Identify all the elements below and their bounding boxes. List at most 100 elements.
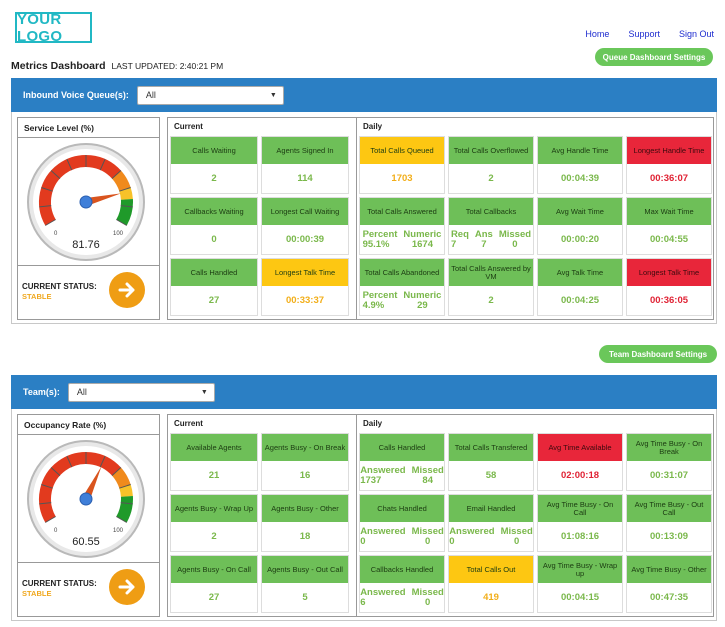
queue-select[interactable]: All ▼ — [136, 85, 284, 105]
metric-tile: Avg Wait Time 00:00:20 — [537, 197, 623, 255]
metric-sub-value: 0 — [512, 238, 518, 250]
metric-tile: Callbacks Waiting 0 — [170, 197, 258, 255]
gauge-band — [39, 452, 121, 523]
metric-value: 419 — [483, 592, 499, 603]
occupancy-rate-title: Occupancy Rate (%) — [18, 415, 159, 435]
metric-sub-value: 29 — [417, 299, 428, 311]
metric-value: 2 — [488, 295, 494, 306]
gauge-band — [111, 170, 131, 192]
team-daily-title: Daily — [363, 419, 383, 428]
metric-value: 00:36:07 — [649, 173, 689, 184]
metric-tile: Longest Call Waiting 00:00:39 — [261, 197, 349, 255]
metric-sub-value: 7 — [450, 238, 457, 250]
metric-tile: Agents Signed In 114 — [261, 136, 349, 194]
metric-tile: Avg Time Busy - Other 00:47:35 — [626, 555, 712, 613]
gauge-tick — [99, 455, 106, 468]
metric-breakdown: Percent 95.1% Numeric 1674 — [360, 225, 444, 254]
team-filter-label: Team(s): — [23, 387, 60, 397]
metric-sub-label: Missed — [411, 586, 444, 598]
metric-sub-label: Numeric — [403, 289, 442, 301]
metric-sub-value: 1674 — [411, 238, 433, 250]
metric-label: Agents Signed In — [262, 137, 348, 164]
team-status-label: CURRENT STATUS: — [22, 579, 97, 588]
metric-label: Avg Wait Time — [538, 198, 622, 225]
metric-label: Agents Busy - Out Call — [262, 556, 348, 583]
team-select[interactable]: All ▼ — [67, 382, 215, 402]
metric-label: Avg Time Busy - Wrap up — [538, 556, 622, 583]
queue-select-value: All — [145, 90, 156, 100]
metric-label: Calls Handled — [171, 259, 257, 286]
metric-value: 00:00:39 — [285, 234, 325, 245]
gauge-tick — [120, 205, 133, 208]
queue-dashboard-settings-button[interactable]: Queue Dashboard Settings — [595, 48, 713, 66]
metric-label: Avg Time Busy - Out Call — [627, 495, 711, 522]
team-current-title: Current — [174, 419, 203, 428]
page-title: Metrics Dashboard — [11, 60, 106, 72]
metric-label: Avg Time Available — [538, 434, 622, 461]
metric-value: 2 — [488, 173, 494, 184]
metric-sub-value: 0 — [449, 535, 455, 547]
queue-daily-panel: Daily Total Calls Queued 1703 Total Calls … — [356, 117, 714, 320]
metric-label: Avg Talk Time — [538, 259, 622, 286]
queue-section: Service Level (%) 0 100 81.76 CURRENT STAT… — [11, 112, 717, 324]
team-current-panel: Current Available Agents 21 Agents Busy - … — [167, 414, 357, 617]
metric-sub-value: 0 — [360, 535, 366, 547]
gauge-tick — [39, 205, 52, 208]
metric-label: Total Calls Queued — [360, 137, 444, 164]
metric-sub-label: Answered — [360, 586, 406, 598]
nav-support-link[interactable]: Support — [628, 29, 660, 39]
metric-tile: Agents Busy - Out Call 5 — [261, 555, 349, 613]
team-status-go-button[interactable] — [109, 569, 145, 605]
metric-label: Total Calls Overflowed — [449, 137, 533, 164]
nav-sign-out-link[interactable]: Sign Out — [678, 29, 714, 39]
metric-tile: Avg Handle Time 00:04:39 — [537, 136, 623, 194]
metric-tile: Longest Handle Time 00:36:07 — [626, 136, 712, 194]
gauge-tick — [66, 455, 73, 468]
metric-label: Longest Talk Time — [262, 259, 348, 286]
gauge-band — [39, 155, 121, 226]
metric-sub-value: 0 — [514, 535, 520, 547]
metric-sub-label: Answered — [360, 464, 406, 476]
team-daily-panel: Daily Calls Handled Answered 1737 Missed 84 T… — [356, 414, 714, 617]
metric-value: 00:04:39 — [560, 173, 600, 184]
metric-label: Longest Call Waiting — [262, 198, 348, 225]
metric-sub-value: 84 — [422, 474, 433, 486]
metric-value: 00:00:20 — [560, 234, 600, 245]
queue-status-go-button[interactable] — [109, 272, 145, 308]
team-dashboard-settings-button[interactable]: Team Dashboard Settings — [599, 345, 717, 363]
nav-home-link[interactable]: Home — [585, 29, 610, 39]
arrow-right-icon — [118, 282, 135, 298]
metric-label: Avg Time Busy - Other — [627, 556, 711, 583]
metric-label: Agents Busy - On Break — [262, 434, 348, 461]
metric-tile: Agents Busy - On Break 16 — [261, 433, 349, 491]
metric-tile: Agents Busy - On Call 27 — [170, 555, 258, 613]
team-status: CURRENT STATUS: STABLE — [22, 579, 97, 598]
metric-label: Total Callbacks — [449, 198, 533, 225]
metric-breakdown: Req 7 Ans 7 Missed 0 — [449, 225, 533, 254]
metric-label: Agents Busy - Wrap Up — [171, 495, 257, 522]
logo[interactable]: YOUR LOGO — [15, 11, 92, 45]
last-updated: LAST UPDATED: 2:40:21 PM — [111, 61, 224, 71]
metric-sub-label: Req — [450, 228, 469, 240]
metric-value: 27 — [208, 592, 220, 603]
service-level-panel: Service Level (%) 0 100 81.76 CURRENT STAT… — [17, 117, 160, 320]
queue-current-grid: Calls Waiting 2 Agents Signed In 114 Callbac… — [170, 136, 349, 316]
metric-label: Available Agents — [171, 434, 257, 461]
metric-value: 27 — [208, 295, 220, 306]
metric-value: 18 — [299, 531, 311, 542]
gauge-tick — [66, 158, 73, 171]
metric-tile: Avg Talk Time 00:04:25 — [537, 258, 623, 316]
metric-tile: Total Calls Answered by VM 2 — [448, 258, 534, 316]
metric-label: Total Calls Abandoned — [360, 259, 444, 286]
metric-value: 2 — [211, 173, 217, 184]
metric-value: 00:31:07 — [649, 470, 689, 481]
team-daily-grid: Calls Handled Answered 1737 Missed 84 Total C… — [359, 433, 712, 613]
metric-sub-label: Percent — [362, 228, 398, 240]
queue-current-panel: Current Calls Waiting 2 Agents Signed In 11… — [167, 117, 357, 320]
metric-breakdown: Answered 0 Missed 0 — [449, 522, 533, 551]
metric-sub-value: 4.9% — [362, 299, 385, 311]
gauge-tick — [41, 484, 53, 489]
metric-tile: Calls Handled Answered 1737 Missed 84 — [359, 433, 445, 491]
team-filter-bar: Team(s): All ▼ — [11, 375, 717, 409]
metric-sub-value: 95.1% — [362, 238, 390, 250]
